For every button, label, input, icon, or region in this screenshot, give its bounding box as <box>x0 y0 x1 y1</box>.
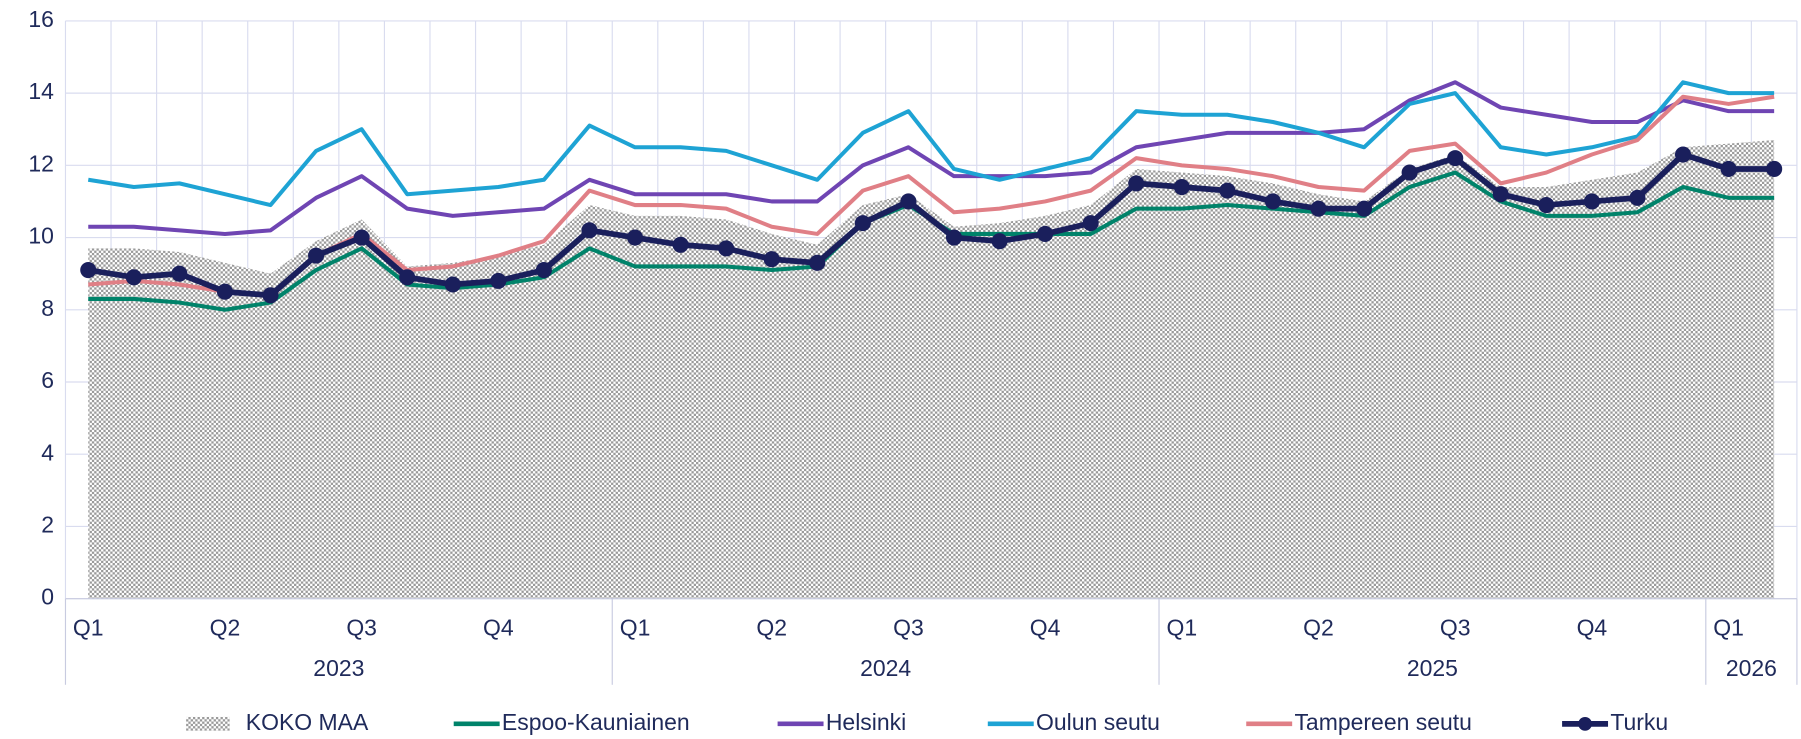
marker <box>1492 186 1509 203</box>
marker <box>672 236 689 253</box>
legend: KOKO MAA Espoo-Kauniainen Helsinki Oulun se… <box>186 709 1668 735</box>
marker <box>1766 160 1783 177</box>
line <box>87 151 1775 299</box>
y-tick-label: 12 <box>28 150 54 176</box>
marker <box>1720 160 1737 177</box>
x-tick-label: Q3 <box>1440 615 1471 641</box>
marker <box>1037 225 1054 242</box>
x-tick-label: Q1 <box>1713 615 1744 641</box>
x-group-label: 2026 <box>1726 655 1777 681</box>
legend-label: Espoo-Kauniainen <box>502 709 690 735</box>
marker <box>1264 193 1281 210</box>
x-tick-label: Q4 <box>1030 615 1061 641</box>
legend-label: Turku <box>1610 709 1668 735</box>
y-tick-label: 0 <box>41 584 54 610</box>
y-tick-label: 10 <box>28 223 54 249</box>
marker <box>718 240 735 257</box>
x-tick-label: Q2 <box>1303 615 1334 641</box>
legend-label: KOKO MAA <box>246 709 369 735</box>
legend-marker <box>1578 716 1592 731</box>
marker <box>80 262 97 279</box>
marker <box>353 229 370 246</box>
x-tick-label: Q3 <box>893 615 924 641</box>
marker <box>809 254 826 271</box>
marker <box>1219 182 1236 199</box>
marker <box>1629 189 1646 206</box>
area <box>88 140 1775 599</box>
marker <box>308 247 325 264</box>
marker <box>216 283 233 300</box>
marker <box>1583 193 1600 210</box>
marker <box>171 265 188 282</box>
line <box>87 80 1775 208</box>
x-tick-label: Q4 <box>1577 615 1608 641</box>
marker <box>854 215 871 232</box>
x-group-label: 2025 <box>1407 655 1458 681</box>
marker <box>1173 178 1190 196</box>
marker <box>125 269 142 286</box>
marker <box>262 287 279 304</box>
x-tick-label: Q4 <box>483 615 514 641</box>
line <box>88 80 1775 236</box>
legend-label: Tampereen seutu <box>1294 709 1471 735</box>
axes: 0 2 4 6 8 10 12 14 16 Q1 Q2 Q3 Q4 Q1 Q2 Q3 Q4 Q1 Q2 Q3 Q4 Q1 2… <box>28 6 1798 685</box>
marker <box>1447 150 1464 167</box>
x-group-label: 2024 <box>860 655 911 681</box>
legend-swatch <box>186 716 230 731</box>
marker <box>399 269 416 286</box>
marker <box>1674 146 1692 163</box>
legend-label: Oulun seutu <box>1036 709 1160 735</box>
x-tick-label: Q3 <box>346 615 377 641</box>
y-tick-label: 14 <box>28 78 54 104</box>
y-tick-label: 6 <box>41 367 54 393</box>
marker <box>900 193 917 210</box>
y-tick-label: 8 <box>41 295 54 321</box>
marker <box>1310 200 1327 217</box>
y-tick-label: 4 <box>41 439 54 465</box>
marker <box>535 262 552 279</box>
x-tick-label: Q1 <box>73 615 104 641</box>
plot <box>80 80 1783 599</box>
y-tick-label: 16 <box>28 6 54 32</box>
marker <box>945 229 963 246</box>
marker <box>1401 164 1418 181</box>
x-group-label: 2023 <box>313 655 364 681</box>
marker <box>581 222 598 239</box>
x-tick-label: Q2 <box>210 615 241 641</box>
x-tick-label: Q1 <box>620 615 651 641</box>
marker <box>444 276 461 293</box>
marker <box>763 251 780 268</box>
x-tick-label: Q2 <box>756 615 787 641</box>
y-tick-label: 2 <box>41 511 54 537</box>
marker <box>1082 215 1099 232</box>
marker <box>1356 200 1373 217</box>
marker <box>490 272 507 289</box>
marker <box>991 233 1008 250</box>
legend-label: Helsinki <box>826 709 906 735</box>
marker <box>1128 175 1145 192</box>
x-tick-label: Q1 <box>1166 615 1197 641</box>
marker <box>626 229 644 246</box>
marker <box>1538 197 1555 214</box>
